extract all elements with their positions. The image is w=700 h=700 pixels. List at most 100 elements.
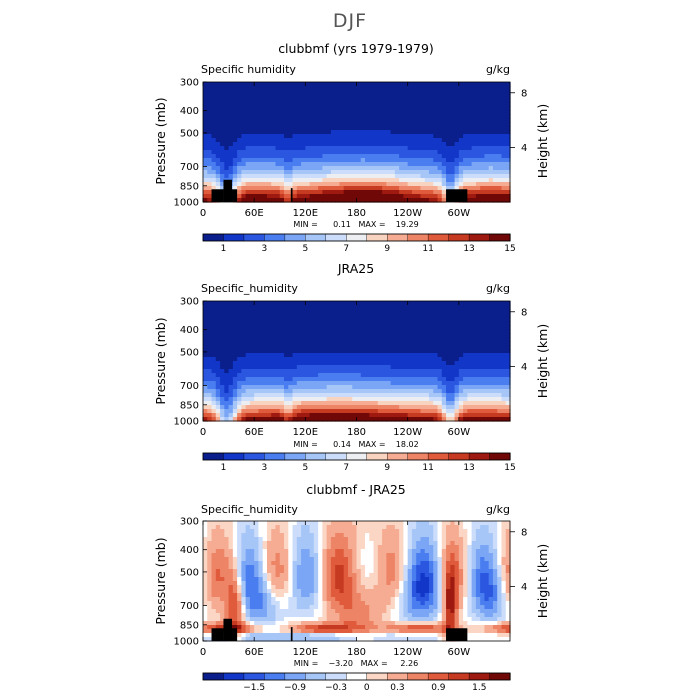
heatmap-cell <box>330 521 336 526</box>
x-tick-label: 60W <box>448 427 471 438</box>
heatmap-cell <box>497 142 503 147</box>
heatmap-cell <box>318 198 323 203</box>
heatmap-cell <box>488 154 494 159</box>
heatmap-cell <box>501 337 507 342</box>
heatmap-cell <box>428 393 434 398</box>
heatmap-cell <box>501 333 507 338</box>
heatmap-cell <box>203 126 208 131</box>
heatmap-cell <box>258 198 264 203</box>
heatmap-cell <box>203 194 208 199</box>
heatmap-cell <box>437 373 443 378</box>
heatmap-cell <box>262 317 268 322</box>
heatmap-cell <box>322 385 328 390</box>
heatmap-cell <box>467 329 473 334</box>
heatmap-cell <box>245 190 251 195</box>
heatmap-cell <box>249 377 255 382</box>
heatmap-cell <box>211 142 217 147</box>
heatmap-cell <box>365 154 370 159</box>
heatmap-cell <box>313 170 319 175</box>
heatmap-cell <box>237 118 242 123</box>
heatmap-cell <box>207 309 213 314</box>
heatmap-cell <box>390 345 396 350</box>
heatmap-cell <box>411 389 417 394</box>
heatmap-cell <box>492 529 498 534</box>
heatmap-cell <box>313 525 319 530</box>
heatmap-cell <box>275 549 281 554</box>
heatmap-cell <box>245 357 251 362</box>
heatmap-cell <box>437 345 443 350</box>
heatmap-cell <box>207 521 213 526</box>
heatmap-cell <box>224 393 230 398</box>
heatmap-cell <box>284 138 289 143</box>
heatmap-cell <box>296 321 302 326</box>
heatmap-cell <box>488 102 494 107</box>
heatmap-cell <box>224 130 230 135</box>
heatmap-cell <box>394 138 400 143</box>
heatmap-cell <box>330 142 336 147</box>
heatmap-cell <box>437 525 443 530</box>
heatmap-cell <box>488 142 494 147</box>
heatmap-cell <box>399 178 404 183</box>
heatmap-cell <box>215 182 221 187</box>
heatmap-cell <box>428 381 434 386</box>
heatmap-cell <box>322 194 328 199</box>
heatmap-cell <box>373 305 379 310</box>
heatmap-cell <box>428 529 434 534</box>
heatmap-cell <box>505 194 511 199</box>
heatmap-cell <box>458 309 464 314</box>
heatmap-cell <box>501 541 507 546</box>
heatmap-cell <box>403 349 409 354</box>
heatmap-cell <box>475 154 481 159</box>
heatmap-cell <box>441 309 447 314</box>
heatmap-cell <box>382 82 387 87</box>
heatmap-cell <box>237 174 242 179</box>
heatmap-cell <box>254 541 260 546</box>
heatmap-cell <box>454 529 460 534</box>
heatmap-cell <box>254 353 260 358</box>
heatmap-cell <box>467 373 473 378</box>
heatmap-cell <box>296 82 302 87</box>
heatmap-cell <box>313 126 319 131</box>
heatmap-cell <box>492 337 498 342</box>
heatmap-cell <box>420 313 426 318</box>
heatmap-cell <box>245 385 251 390</box>
heatmap-cell <box>475 194 481 199</box>
heatmap-cell <box>411 305 417 310</box>
heatmap-cell <box>305 194 311 199</box>
heatmap-cell <box>288 162 294 167</box>
heatmap-cell <box>322 154 328 159</box>
heatmap-cell <box>399 397 404 402</box>
height-tick-label: 4 <box>521 362 527 373</box>
heatmap-cell <box>373 533 379 538</box>
heatmap-cell <box>377 130 383 135</box>
heatmap-cell <box>369 373 375 378</box>
heatmap-cell <box>203 521 208 526</box>
heatmap-cell <box>386 305 392 310</box>
heatmap-cell <box>245 162 251 167</box>
heatmap-cell <box>262 134 268 139</box>
heatmap-cell <box>215 154 221 159</box>
heatmap-cell <box>446 381 451 386</box>
heatmap-cell <box>284 110 289 115</box>
heatmap-cell <box>211 369 217 374</box>
heatmap-cell <box>467 345 473 350</box>
heatmap-cell <box>343 170 349 175</box>
heatmap-cell <box>454 146 460 151</box>
heatmap-cell <box>492 138 498 143</box>
heatmap-cell <box>416 154 422 159</box>
colorbar-swatch <box>346 233 368 242</box>
heatmap-cell <box>463 369 468 374</box>
heatmap-cell <box>258 357 264 362</box>
heatmap-cell <box>428 154 434 159</box>
heatmap-cell <box>288 114 294 119</box>
heatmap-cell <box>237 357 242 362</box>
heatmap-cell <box>271 345 277 350</box>
heatmap-cell <box>446 118 451 123</box>
heatmap-cell <box>232 545 238 550</box>
heatmap-cell <box>284 82 289 87</box>
heatmap-cell <box>343 521 349 526</box>
heatmap-cell <box>467 305 473 310</box>
heatmap-cell <box>241 405 247 410</box>
heatmap-cell <box>471 170 477 175</box>
heatmap-cell <box>399 186 404 191</box>
